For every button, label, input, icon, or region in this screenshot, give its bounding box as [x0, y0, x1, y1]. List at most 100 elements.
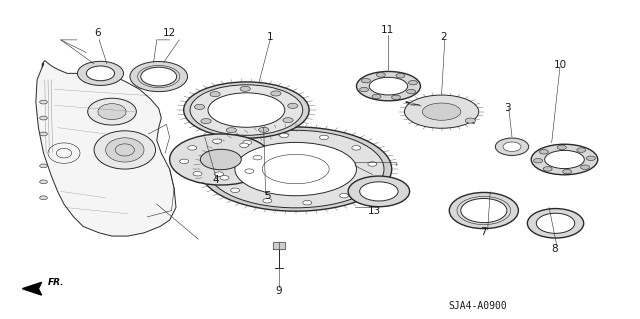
Circle shape [396, 73, 405, 78]
Ellipse shape [422, 103, 461, 120]
Circle shape [408, 80, 417, 85]
Circle shape [376, 73, 385, 77]
Ellipse shape [86, 66, 115, 81]
Text: FR.: FR. [48, 278, 65, 287]
Polygon shape [36, 61, 176, 236]
Circle shape [392, 95, 401, 100]
Circle shape [214, 172, 223, 176]
Circle shape [372, 94, 381, 99]
Circle shape [368, 162, 377, 166]
Text: 10: 10 [554, 60, 567, 70]
Circle shape [253, 155, 262, 160]
Ellipse shape [77, 61, 124, 85]
Ellipse shape [527, 209, 584, 238]
Ellipse shape [531, 144, 598, 175]
Ellipse shape [495, 138, 529, 155]
Circle shape [226, 128, 236, 133]
Circle shape [40, 164, 47, 168]
Ellipse shape [88, 98, 136, 125]
Circle shape [243, 140, 252, 145]
Circle shape [240, 86, 250, 91]
Ellipse shape [170, 134, 272, 185]
Circle shape [210, 92, 220, 97]
Ellipse shape [235, 142, 356, 196]
Ellipse shape [348, 176, 410, 207]
Circle shape [239, 143, 248, 147]
Text: 2: 2 [440, 32, 447, 42]
Circle shape [220, 175, 229, 180]
Text: 1: 1 [267, 32, 273, 42]
Circle shape [188, 146, 196, 150]
Ellipse shape [369, 77, 408, 95]
Ellipse shape [141, 67, 177, 86]
Polygon shape [22, 282, 42, 295]
Ellipse shape [106, 138, 144, 162]
Circle shape [340, 193, 349, 198]
Circle shape [406, 89, 415, 94]
Circle shape [362, 78, 371, 83]
Circle shape [580, 165, 589, 169]
Ellipse shape [449, 192, 518, 229]
Circle shape [40, 180, 47, 184]
Text: 13: 13 [368, 205, 381, 216]
Circle shape [288, 103, 298, 108]
Circle shape [193, 172, 202, 176]
Circle shape [40, 100, 47, 104]
Text: 4: 4 [212, 175, 219, 185]
Circle shape [577, 148, 586, 152]
Ellipse shape [461, 198, 507, 223]
Ellipse shape [545, 150, 584, 169]
Ellipse shape [200, 127, 392, 211]
Circle shape [540, 150, 548, 154]
Text: 7: 7 [481, 227, 487, 237]
Circle shape [586, 156, 595, 160]
Circle shape [319, 135, 328, 140]
Ellipse shape [94, 131, 156, 169]
Ellipse shape [184, 82, 309, 138]
Circle shape [283, 118, 293, 123]
Circle shape [40, 132, 47, 136]
Circle shape [230, 188, 239, 193]
Text: 8: 8 [551, 244, 557, 255]
Circle shape [271, 91, 281, 96]
Ellipse shape [130, 62, 188, 92]
Circle shape [352, 145, 361, 150]
Ellipse shape [404, 95, 479, 128]
Ellipse shape [360, 182, 398, 201]
Ellipse shape [200, 149, 241, 170]
Circle shape [212, 139, 221, 144]
Circle shape [303, 200, 312, 205]
Circle shape [195, 104, 205, 109]
Text: 6: 6 [95, 28, 101, 39]
Ellipse shape [207, 130, 384, 208]
Circle shape [360, 87, 369, 92]
Circle shape [543, 167, 552, 171]
Ellipse shape [190, 85, 303, 135]
Circle shape [465, 118, 476, 123]
Text: 11: 11 [381, 25, 394, 35]
Circle shape [263, 198, 272, 203]
Circle shape [245, 169, 254, 173]
Circle shape [40, 116, 47, 120]
Circle shape [201, 119, 211, 124]
Circle shape [563, 169, 572, 174]
Circle shape [534, 159, 543, 163]
Circle shape [557, 145, 566, 150]
Ellipse shape [98, 104, 126, 120]
Circle shape [219, 154, 228, 159]
Circle shape [280, 133, 289, 138]
Text: 9: 9 [275, 286, 282, 296]
Polygon shape [273, 242, 285, 249]
Text: 5: 5 [264, 191, 271, 201]
Circle shape [180, 159, 189, 164]
Text: SJA4-A0900: SJA4-A0900 [448, 301, 507, 311]
Ellipse shape [536, 213, 575, 234]
Circle shape [259, 127, 269, 132]
Ellipse shape [208, 93, 285, 127]
Text: 3: 3 [504, 103, 511, 114]
Circle shape [364, 179, 372, 184]
Text: 12: 12 [163, 28, 176, 39]
Ellipse shape [503, 142, 521, 152]
Ellipse shape [356, 71, 420, 101]
Circle shape [40, 196, 47, 200]
